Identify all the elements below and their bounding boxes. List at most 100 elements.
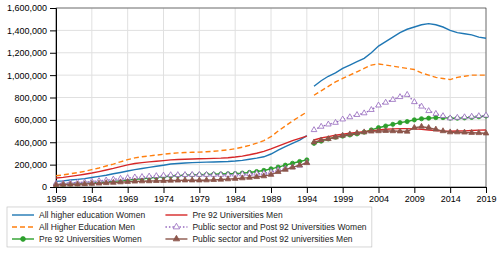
series-line (56, 24, 486, 182)
legend-swatch (12, 214, 34, 215)
marker (361, 110, 367, 115)
tick-mark (379, 187, 380, 193)
tick-mark (128, 187, 129, 193)
marker (204, 172, 208, 176)
marker (304, 159, 310, 164)
tick-mark (235, 187, 236, 193)
legend-label: Pre 92 Universities Women (39, 234, 142, 244)
marker (325, 121, 331, 126)
tick-label: 1969 (118, 194, 138, 204)
marker (103, 180, 109, 185)
marker (53, 181, 59, 186)
marker (75, 181, 81, 186)
marker (311, 139, 317, 144)
marker (261, 173, 267, 178)
marker (433, 110, 439, 115)
legend-label: Public sector and Post 92 Universities W… (192, 222, 366, 232)
marker (161, 172, 167, 177)
marker (340, 116, 346, 121)
tick: 1979 (190, 187, 210, 204)
x-axis: 1959196419691974197919841989199419992004… (46, 187, 496, 204)
marker (454, 129, 460, 134)
marker (440, 113, 446, 118)
tick-mark (414, 187, 415, 193)
marker (469, 129, 475, 134)
tick-label: 1999 (333, 194, 353, 204)
series-layer (53, 24, 489, 187)
marker (333, 119, 339, 124)
marker (297, 162, 303, 167)
y-axis: 0200,000400,000600,000800,0001,000,0001,… (7, 3, 57, 192)
legend-label: All Higher Education Men (39, 222, 135, 232)
legend-frame (7, 207, 372, 247)
tick-label: 400,000 (14, 138, 47, 148)
plot-area: 1959196419691974197919841989199419992004… (7, 3, 497, 204)
series-line (56, 116, 486, 185)
marker (483, 112, 489, 117)
tick-mark (50, 120, 56, 121)
legend-label: Pre 92 Universities Men (192, 210, 283, 220)
tick-label: 1959 (46, 194, 66, 204)
marker (110, 179, 116, 184)
marker (268, 171, 274, 176)
marker (404, 128, 410, 133)
tick-label: 1,000,000 (7, 71, 47, 81)
legend-item: All higher education Women (12, 210, 145, 220)
marker (189, 177, 195, 182)
tick-mark (307, 187, 308, 193)
tick-mark (199, 187, 200, 193)
marker (211, 177, 217, 182)
grid-line (342, 8, 343, 187)
marker (447, 115, 453, 120)
grid-line (271, 8, 272, 187)
legend: All higher education Women All Higher Edu… (7, 207, 372, 247)
marker (427, 116, 431, 120)
marker (383, 128, 389, 133)
grid-line (199, 8, 200, 187)
marker (232, 175, 238, 180)
marker (347, 114, 353, 119)
tick: 1,200,000 (7, 48, 56, 58)
legend-item: Public sector and Post 92 universities M… (165, 234, 352, 244)
marker (376, 102, 382, 107)
marker (290, 164, 296, 169)
legend-marker (21, 237, 26, 242)
tick: 200,000 (14, 160, 56, 170)
marker (182, 172, 188, 177)
marker (212, 172, 216, 176)
grid-line (235, 8, 236, 187)
tick-label: 1,200,000 (7, 48, 47, 58)
tick-label: 600,000 (14, 115, 47, 125)
marker (196, 177, 202, 182)
marker (347, 131, 353, 136)
legend-swatch (12, 226, 34, 227)
tick-mark (50, 75, 56, 76)
marker (304, 160, 310, 165)
marker (454, 114, 460, 119)
tick-label: 1,400,000 (7, 26, 47, 36)
tick-label: 2019 (476, 194, 496, 204)
marker (398, 121, 402, 125)
marker (368, 128, 374, 133)
tick-mark (50, 30, 56, 31)
grid-line (91, 8, 92, 187)
tick: 2004 (369, 187, 389, 204)
marker (318, 123, 324, 128)
tick: 1,400,000 (7, 26, 56, 36)
tick: 1969 (118, 187, 138, 204)
marker (60, 181, 66, 186)
marker (419, 103, 425, 108)
marker (419, 117, 423, 121)
tick-label: 2014 (441, 194, 461, 204)
tick: 1,000,000 (7, 71, 56, 81)
marker (368, 107, 374, 112)
tick-label: 1974 (154, 194, 174, 204)
marker (153, 178, 159, 183)
marker (354, 112, 360, 117)
marker (383, 99, 389, 104)
marker (254, 174, 260, 179)
tick: 600,000 (14, 115, 56, 125)
tick: 1989 (261, 187, 281, 204)
marker (196, 171, 202, 176)
marker (440, 128, 446, 133)
